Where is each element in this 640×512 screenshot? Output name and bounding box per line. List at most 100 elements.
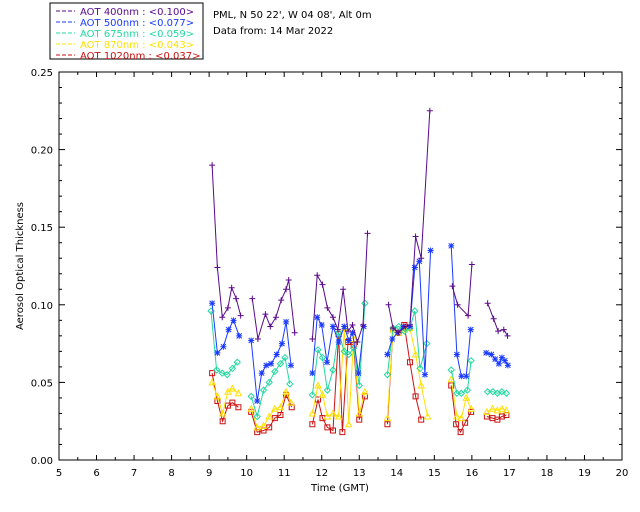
data-point bbox=[224, 402, 231, 409]
data-point bbox=[355, 381, 363, 390]
legend-entry: AOT 675nm : <0.059> bbox=[80, 29, 194, 40]
data-point bbox=[314, 381, 322, 389]
site-info: PML, N 50 22', W 04 08', Alt 0m bbox=[213, 10, 372, 21]
data-point bbox=[309, 335, 316, 342]
data-point bbox=[262, 311, 269, 318]
data-point bbox=[283, 318, 290, 325]
x-tick-label: 14 bbox=[390, 468, 403, 479]
data-point bbox=[447, 375, 456, 383]
data-point bbox=[349, 321, 356, 328]
data-point bbox=[349, 329, 356, 336]
x-tick-label: 12 bbox=[315, 468, 328, 479]
data-point bbox=[219, 314, 226, 321]
series-line bbox=[211, 303, 240, 355]
data-point bbox=[356, 416, 363, 423]
data-point bbox=[253, 423, 262, 431]
x-tick-label: 19 bbox=[578, 468, 591, 479]
data-point bbox=[335, 339, 342, 346]
data-point bbox=[247, 404, 256, 412]
series-line bbox=[388, 110, 431, 334]
data-point bbox=[345, 350, 353, 359]
data-point bbox=[467, 404, 475, 412]
data-point bbox=[212, 366, 221, 374]
data-point bbox=[412, 233, 419, 240]
y-tick-label: 0.10 bbox=[31, 301, 53, 312]
data-point bbox=[495, 360, 502, 367]
series-line bbox=[250, 393, 293, 433]
data-point bbox=[319, 281, 326, 288]
data-point bbox=[329, 323, 336, 330]
data-point bbox=[468, 261, 475, 268]
data-point bbox=[490, 315, 497, 322]
data-point bbox=[259, 386, 268, 394]
data-point bbox=[483, 349, 490, 356]
data-point bbox=[498, 404, 506, 412]
data-point bbox=[234, 389, 243, 397]
data-point bbox=[285, 276, 292, 283]
data-point bbox=[384, 351, 391, 358]
data-point bbox=[494, 416, 501, 423]
data-point bbox=[218, 369, 226, 377]
data-point bbox=[233, 295, 240, 302]
y-axis-label: Aerosol Optical Thickness bbox=[15, 202, 26, 330]
y-axis: 0.00 0.05 0.10 0.15 0.20 0.25 bbox=[31, 68, 622, 467]
data-point bbox=[504, 362, 511, 369]
data-point bbox=[402, 323, 409, 330]
data-point bbox=[218, 409, 227, 417]
data-point bbox=[248, 337, 255, 344]
x-tick-label: 18 bbox=[541, 468, 554, 479]
plot-area bbox=[207, 107, 511, 436]
data-point bbox=[229, 399, 236, 406]
data-point bbox=[324, 304, 331, 311]
data-point bbox=[384, 421, 391, 428]
data-point bbox=[421, 371, 428, 378]
data-point bbox=[427, 247, 434, 254]
legend: AOT 400nm : <0.100>AOT 500nm : <0.077>AO… bbox=[49, 2, 204, 62]
data-point bbox=[483, 388, 492, 396]
data-point bbox=[287, 398, 295, 406]
data-point bbox=[340, 286, 347, 293]
data-point bbox=[282, 387, 290, 395]
data-point bbox=[247, 392, 255, 401]
series-line bbox=[450, 360, 472, 394]
data-point bbox=[411, 307, 419, 315]
data-point bbox=[329, 409, 337, 417]
data-point bbox=[501, 357, 508, 364]
data-point bbox=[355, 409, 364, 417]
data-point bbox=[314, 272, 321, 279]
data-point bbox=[418, 416, 425, 423]
series-line bbox=[386, 327, 429, 419]
data-point bbox=[323, 359, 330, 366]
x-tick-label: 10 bbox=[240, 468, 253, 479]
data-point bbox=[223, 370, 231, 379]
data-point bbox=[263, 362, 270, 369]
data-point bbox=[254, 335, 261, 342]
data-point bbox=[314, 314, 321, 321]
data-point bbox=[334, 329, 343, 337]
data-point bbox=[281, 353, 289, 362]
data-point bbox=[236, 332, 243, 339]
data-point bbox=[329, 427, 336, 434]
data-point bbox=[209, 162, 216, 169]
series-line bbox=[250, 356, 291, 419]
data-point bbox=[267, 323, 274, 330]
data-point bbox=[224, 304, 231, 311]
data-point bbox=[454, 301, 461, 308]
legend-entry: AOT 870nm : <0.043> bbox=[80, 40, 194, 51]
data-point bbox=[462, 419, 469, 426]
data-point bbox=[411, 350, 420, 358]
x-tick-label: 16 bbox=[465, 468, 478, 479]
data-point bbox=[329, 366, 337, 374]
legend-box bbox=[49, 2, 204, 60]
data-point bbox=[462, 393, 471, 401]
data-point bbox=[394, 322, 403, 331]
data-point bbox=[453, 421, 460, 428]
data-point bbox=[447, 366, 455, 374]
data-point bbox=[448, 242, 455, 249]
data-point bbox=[504, 332, 511, 339]
data-point bbox=[483, 407, 491, 415]
data-point bbox=[467, 356, 475, 365]
data-point bbox=[463, 373, 470, 380]
data-point bbox=[468, 408, 475, 415]
data-point bbox=[502, 389, 511, 397]
